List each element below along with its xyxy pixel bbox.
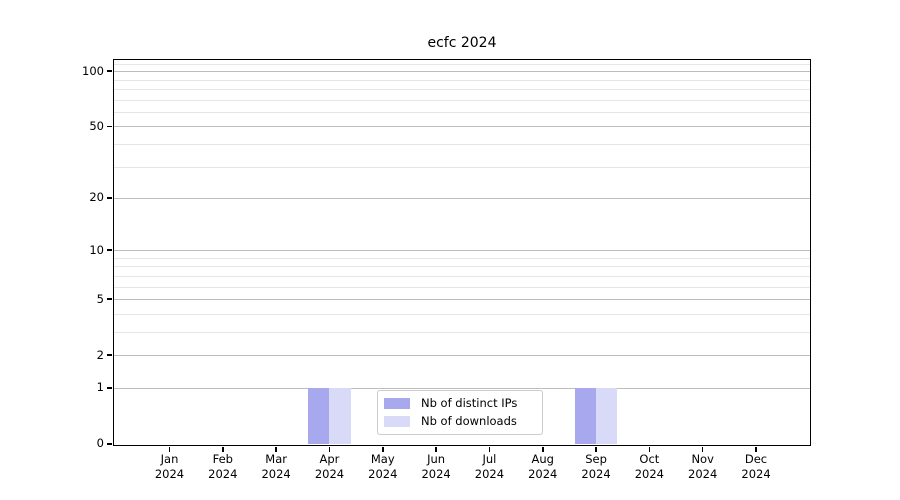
minor-gridline [114, 331, 810, 333]
minor-gridline [114, 63, 810, 65]
y-tick-label: 5 [96, 291, 104, 306]
y-tick-label: 10 [89, 242, 104, 257]
y-tick-label: 20 [89, 190, 104, 205]
major-gridline [114, 299, 810, 301]
legend-item-downloads: Nb of downloads [384, 415, 535, 428]
y-axis-tick [107, 298, 113, 300]
x-axis-tick [488, 446, 491, 452]
x-axis-tick [701, 446, 704, 452]
x-tick-label: Dec 2024 [741, 452, 771, 481]
x-tick-label: Jan 2024 [154, 452, 185, 481]
y-axis-tick [107, 354, 113, 356]
bar-distinct-ips [308, 387, 330, 444]
x-axis-tick [755, 446, 757, 452]
x-tick-label: Apr 2024 [314, 452, 345, 481]
legend: Nb of distinct IPs Nb of downloads [377, 390, 543, 435]
x-tick-label: Sep 2024 [581, 452, 611, 481]
y-tick-label: 0 [96, 436, 104, 451]
legend-swatch-distinct-ips [384, 398, 410, 409]
y-axis-tick [107, 249, 113, 251]
legend-label-downloads: Nb of downloads [421, 414, 517, 428]
x-axis-tick [648, 446, 651, 452]
x-tick-label: Aug 2024 [528, 452, 558, 481]
plot-area: 0 1 2 5 10 20 50 100 Jan 2024 Feb 2024 Mar 2024 Apr… [82, 59, 811, 481]
y-tick-label: 50 [89, 118, 104, 133]
y-tick-label: 1 [96, 380, 104, 395]
bar-downloads [596, 387, 618, 444]
minor-gridline [114, 88, 810, 90]
minor-gridline [114, 266, 810, 268]
minor-gridline [114, 79, 810, 81]
y-axis-tick [107, 387, 113, 389]
legend-swatch-downloads [384, 416, 410, 427]
bar-downloads [329, 387, 351, 444]
x-axis-tick [541, 446, 544, 452]
x-tick-label: Oct 2024 [634, 452, 665, 481]
y-tick-label: 100 [82, 63, 104, 78]
major-gridline [114, 355, 810, 357]
legend-item-distinct-ips: Nb of distinct IPs [384, 397, 535, 410]
minor-gridline [114, 99, 810, 101]
x-axis-tick [222, 446, 224, 452]
minor-gridline [114, 166, 810, 168]
major-gridline [114, 197, 810, 199]
y-tick-label: 2 [96, 347, 104, 362]
major-gridline [114, 71, 810, 73]
x-tick-label: Jun 2024 [421, 452, 451, 481]
y-axis-tick [107, 443, 113, 445]
major-gridline [114, 250, 810, 252]
x-axis-tick [435, 446, 437, 452]
minor-gridline [114, 275, 810, 277]
x-axis-tick [168, 446, 171, 452]
minor-gridline [114, 257, 810, 259]
minor-gridline [114, 313, 810, 315]
legend-label-distinct-ips: Nb of distinct IPs [421, 396, 518, 410]
x-axis-tick [381, 446, 384, 452]
y-axis-tick [107, 125, 113, 128]
bar-distinct-ips [574, 387, 597, 444]
x-tick-label: Nov 2024 [688, 452, 718, 481]
minor-gridline [114, 111, 810, 113]
major-gridline [114, 126, 810, 128]
minor-gridline [114, 143, 810, 145]
x-axis-tick [328, 446, 331, 452]
y-axis-tick [107, 70, 113, 72]
chart-title: ecfc 2024 [427, 35, 497, 51]
x-axis-tick [275, 446, 277, 452]
x-tick-label: Jul 2024 [474, 452, 505, 481]
minor-gridline [114, 286, 810, 288]
y-axis-tick [107, 197, 113, 199]
x-tick-label: May 2024 [368, 452, 398, 481]
major-gridline [114, 387, 810, 389]
x-tick-label: Feb 2024 [208, 452, 238, 481]
x-tick-label: Mar 2024 [261, 452, 291, 481]
x-axis-tick [595, 446, 597, 452]
